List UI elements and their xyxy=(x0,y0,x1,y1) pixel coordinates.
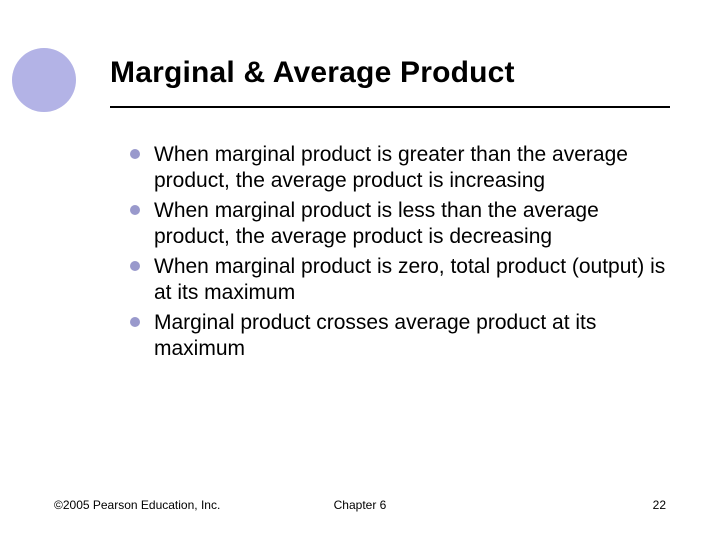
bullet-text: Marginal product crosses average product… xyxy=(154,310,670,362)
bullet-list: When marginal product is greater than th… xyxy=(130,142,670,366)
accent-circle-decoration xyxy=(12,48,76,112)
title-underline xyxy=(110,106,670,108)
bullet-dot-icon xyxy=(130,261,140,271)
bullet-item: When marginal product is less than the a… xyxy=(130,198,670,250)
bullet-dot-icon xyxy=(130,205,140,215)
bullet-text: When marginal product is zero, total pro… xyxy=(154,254,670,306)
footer-chapter: Chapter 6 xyxy=(258,498,462,512)
bullet-item: When marginal product is greater than th… xyxy=(130,142,670,194)
footer-copyright: ©2005 Pearson Education, Inc. xyxy=(54,498,258,512)
bullet-text: When marginal product is greater than th… xyxy=(154,142,670,194)
bullet-dot-icon xyxy=(130,317,140,327)
bullet-dot-icon xyxy=(130,149,140,159)
slide-title: Marginal & Average Product xyxy=(110,56,515,90)
bullet-item: When marginal product is zero, total pro… xyxy=(130,254,670,306)
bullet-text: When marginal product is less than the a… xyxy=(154,198,670,250)
bullet-item: Marginal product crosses average product… xyxy=(130,310,670,362)
footer-page-number: 22 xyxy=(462,498,666,512)
slide-footer: ©2005 Pearson Education, Inc. Chapter 6 … xyxy=(0,498,720,512)
